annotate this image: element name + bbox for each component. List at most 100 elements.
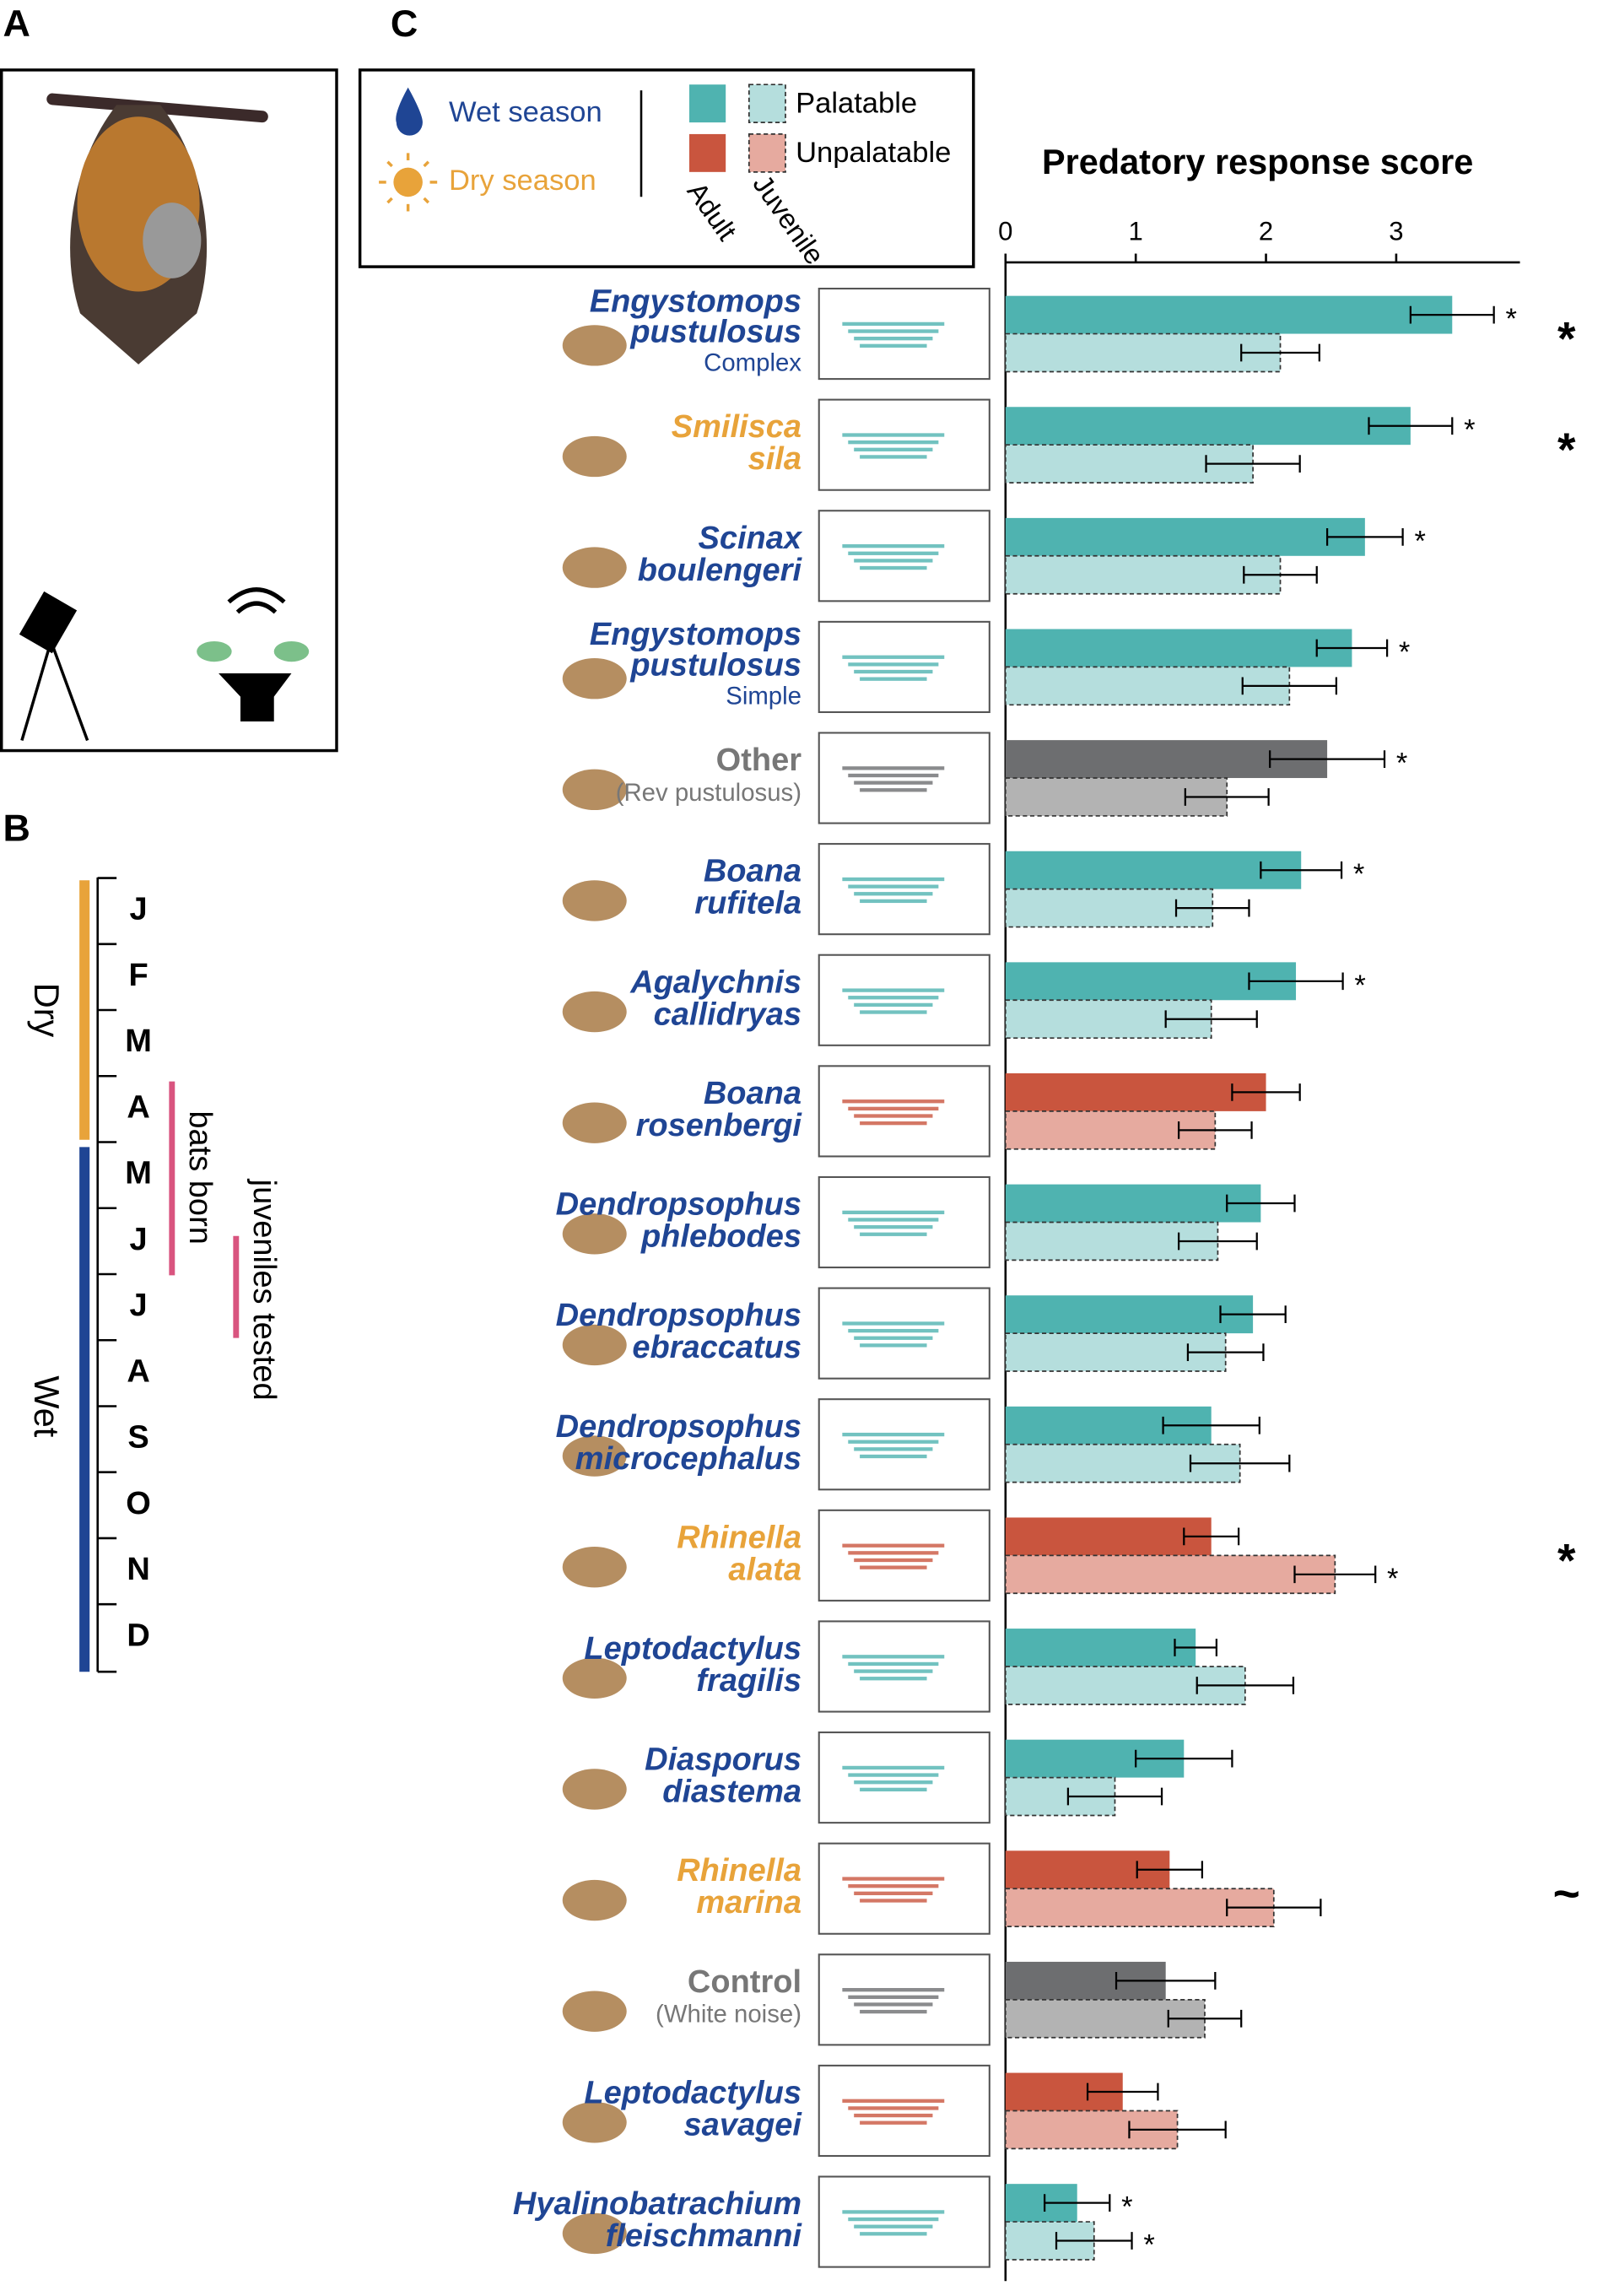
month-label: J: [130, 1222, 148, 1257]
x-tick-label: 2: [1259, 217, 1273, 246]
significance-marker: *: [1505, 303, 1516, 335]
month-label: J: [130, 1288, 148, 1323]
spectrogram-trace: [860, 1677, 927, 1681]
spectrogram-trace: [842, 321, 945, 327]
category-label: boulengeri: [638, 553, 803, 588]
legend-swatch: [748, 84, 786, 123]
event-label: bats born: [182, 1110, 218, 1244]
spectrogram-trace: [854, 892, 933, 896]
frog-illustration: [562, 991, 627, 1033]
error-bar: [1196, 1677, 1295, 1694]
spectrogram-trace: [842, 655, 945, 659]
error-bar: [1240, 343, 1320, 362]
spectrogram-trace: [848, 884, 939, 889]
frog-illustration: [562, 1546, 627, 1588]
category-label: Leptodactylus: [584, 2075, 802, 2110]
event-label: juveniles tested: [246, 1179, 282, 1401]
error-bar: [1174, 899, 1250, 917]
category-label: phlebodes: [640, 1219, 802, 1255]
spectrogram-trace: [860, 1899, 927, 1903]
spectrogram-trace: [848, 773, 939, 778]
category-label: Agalychnis: [629, 964, 802, 1000]
spectrogram-trace: [860, 343, 927, 348]
bar: [1005, 629, 1352, 667]
spectrogram-box: [818, 2064, 990, 2158]
month-label: O: [126, 1486, 151, 1521]
spectrogram-trace: [848, 551, 939, 555]
month-label: S: [127, 1420, 148, 1456]
spectrogram-trace: [848, 2106, 939, 2110]
frog-illustration: [562, 1435, 627, 1477]
spectrogram-trace: [860, 1010, 927, 1014]
spectrogram-trace: [860, 899, 927, 904]
category-label: savagei: [684, 2107, 803, 2142]
spectrogram-box: [818, 287, 990, 381]
bar: [1004, 1554, 1336, 1595]
error-bar: [1128, 2120, 1227, 2139]
error-bar: [1177, 1232, 1258, 1251]
spectrogram-box: [818, 510, 990, 602]
spectrogram-trace: [854, 781, 933, 785]
month-label: F: [128, 958, 148, 993]
spectrogram-trace: [842, 2099, 945, 2103]
frog-illustration: [562, 1102, 627, 1143]
spectrogram-trace: [860, 1232, 927, 1236]
error-bar: [1115, 1972, 1217, 1990]
spectrogram-trace: [854, 1336, 933, 1340]
category-label: Scinax: [698, 521, 802, 556]
chart-title: Predatory response score: [1042, 142, 1473, 181]
error-bar: [1293, 1565, 1377, 1584]
error-bar: [1184, 788, 1270, 806]
spectrogram-box: [818, 1509, 990, 1602]
category-label: Dendropsophus: [556, 1409, 802, 1445]
spectrogram-trace: [854, 1447, 933, 1451]
error-bar: [1167, 2009, 1243, 2028]
category-label: Control: [688, 1964, 802, 2000]
spectrogram-trace: [860, 677, 927, 681]
panel-label: C: [391, 2, 418, 45]
bar: [1004, 999, 1212, 1040]
category-label: Diasporus: [645, 1742, 802, 1778]
spectrogram-trace: [860, 2232, 927, 2236]
spectrogram-box: [818, 732, 990, 824]
row-marker: *: [1557, 1534, 1576, 1586]
frog-illustration: [562, 1213, 627, 1255]
category-label: sila: [748, 441, 802, 477]
legend-swatch: [689, 84, 726, 123]
error-bar: [1368, 417, 1454, 435]
row-marker: ~: [1553, 1867, 1580, 1920]
spectrogram-trace: [842, 766, 945, 770]
category-label: pustulosus: [629, 315, 802, 350]
frog-illustration: [562, 2102, 627, 2143]
month-label: M: [125, 1156, 152, 1191]
spectrogram-trace: [854, 1558, 933, 1563]
legend-age: Adult: [682, 176, 743, 246]
category-label: rosenbergi: [636, 1108, 803, 1143]
bar: [1004, 554, 1282, 595]
significance-marker: *: [1387, 1563, 1398, 1595]
error-bar: [1226, 1899, 1322, 1917]
spectrogram-trace: [854, 1780, 933, 1785]
month-label: J: [130, 892, 148, 927]
spectrogram-box: [818, 954, 990, 1046]
error-bar: [1231, 1083, 1301, 1101]
spectrogram-trace: [848, 662, 939, 667]
category-label: Simple: [726, 682, 802, 710]
spectrogram-trace: [848, 996, 939, 1000]
error-bar: [1243, 565, 1318, 584]
spectrogram-trace: [854, 1002, 933, 1008]
legend-swatch: [689, 133, 726, 172]
bar: [1005, 851, 1302, 889]
category-label: Hyalinobatrachium: [513, 2186, 802, 2222]
spectrogram-box: [818, 843, 990, 936]
spectrogram-box: [818, 1842, 990, 1935]
spectrogram-trace: [854, 2002, 933, 2007]
category-label: rufitela: [694, 886, 802, 921]
spectrogram-trace: [848, 1440, 939, 1444]
bar: [1005, 1629, 1196, 1667]
spectrogram-trace: [842, 1099, 945, 1104]
x-tick-label: 3: [1389, 217, 1403, 246]
spectrogram-trace: [860, 455, 927, 459]
error-bar: [1186, 1343, 1265, 1361]
